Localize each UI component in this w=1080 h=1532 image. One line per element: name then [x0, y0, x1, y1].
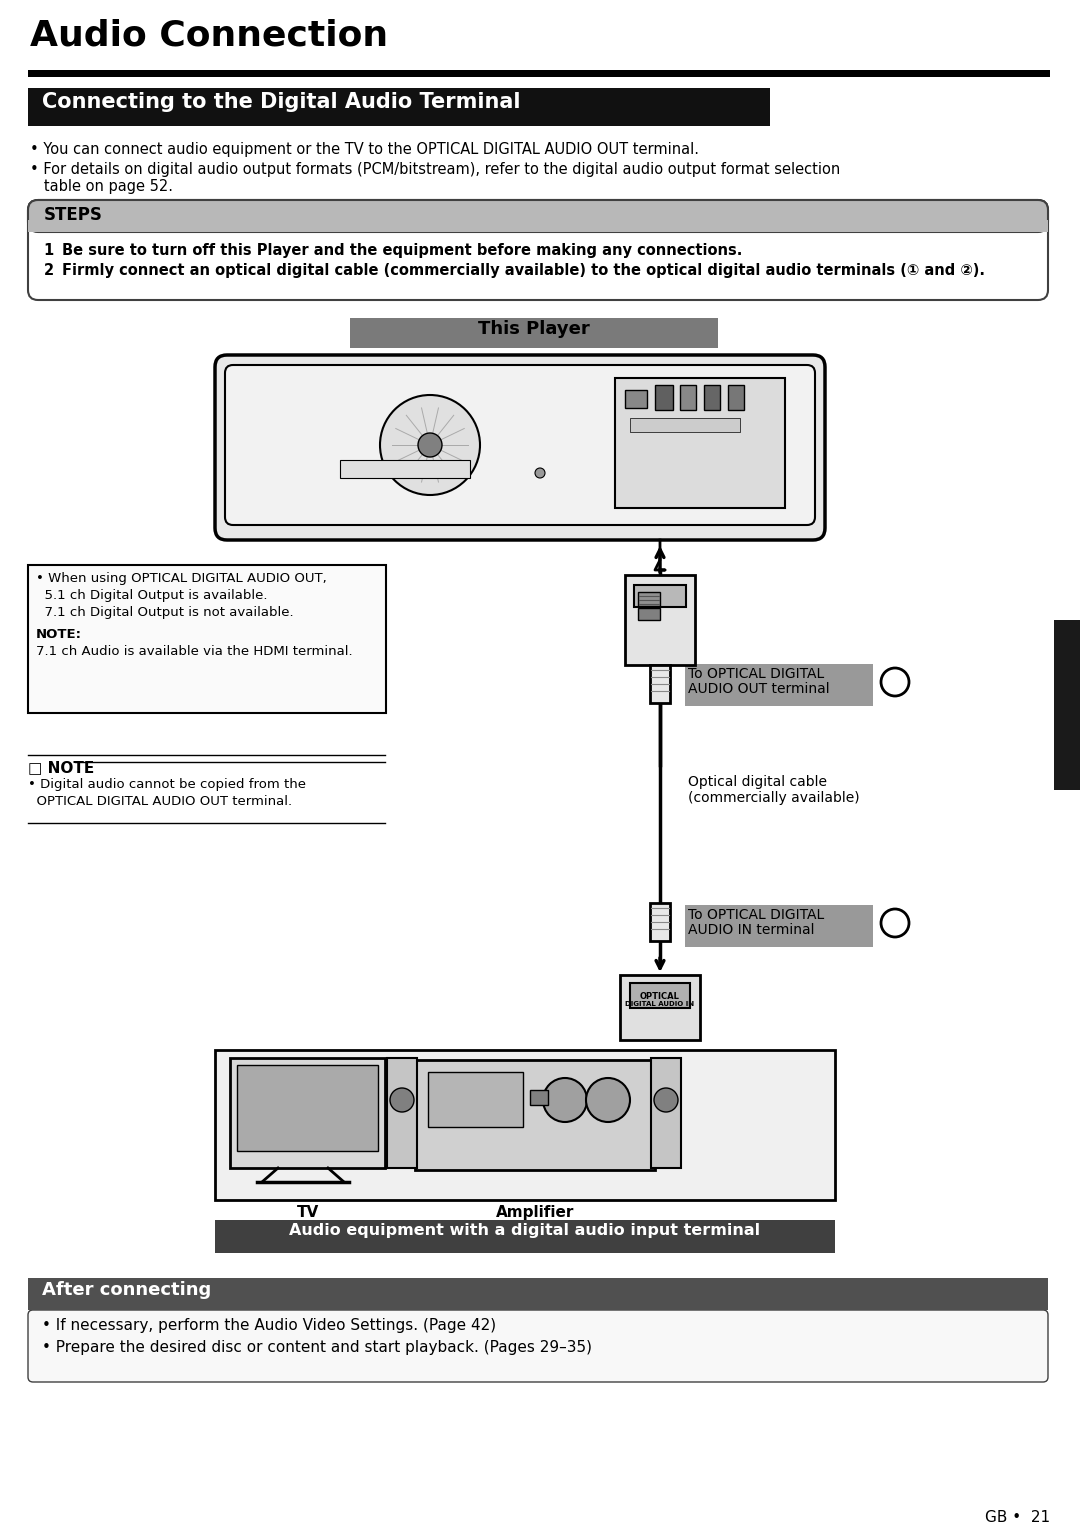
Bar	[237, 1065, 378, 1151]
FancyBboxPatch shape	[215, 355, 825, 539]
FancyBboxPatch shape	[225, 365, 815, 525]
Bar	[340, 460, 470, 478]
Bar	[428, 1072, 523, 1128]
Circle shape	[535, 467, 545, 478]
Circle shape	[586, 1079, 630, 1121]
Text: 7.1 ch Audio is available via the HDMI terminal.: 7.1 ch Audio is available via the HDMI t…	[36, 645, 353, 659]
Bar	[654, 385, 673, 411]
Text: Firmly connect an optical digital cable (commercially available) to the optical : Firmly connect an optical digital cable …	[62, 264, 985, 277]
Bar	[28, 221, 1048, 231]
Bar	[638, 591, 660, 607]
FancyBboxPatch shape	[28, 201, 1048, 300]
Text: Optical digital cable: Optical digital cable	[688, 775, 827, 789]
Bar	[650, 902, 670, 941]
Text: GB •  21: GB • 21	[985, 1511, 1050, 1524]
FancyBboxPatch shape	[28, 1310, 1048, 1382]
Circle shape	[390, 1088, 414, 1112]
Text: • You can connect audio equipment or the TV to the OPTICAL DIGITAL AUDIO OUT ter: • You can connect audio equipment or the…	[30, 142, 699, 156]
Bar	[387, 1059, 417, 1167]
Text: • For details on digital audio output formats (PCM/bitstream), refer to the digi: • For details on digital audio output fo…	[30, 162, 840, 178]
Bar	[530, 1089, 548, 1105]
Text: OPTICAL DIGITAL AUDIO OUT terminal.: OPTICAL DIGITAL AUDIO OUT terminal.	[28, 795, 292, 807]
Circle shape	[418, 434, 442, 457]
Text: AUDIO OUT terminal: AUDIO OUT terminal	[688, 682, 829, 696]
Bar	[28, 70, 1050, 77]
Text: • Prepare the desired disc or content and start playback. (Pages 29–35): • Prepare the desired disc or content an…	[42, 1340, 592, 1354]
Bar	[215, 1219, 835, 1253]
Circle shape	[881, 668, 909, 696]
Bar	[615, 378, 785, 509]
Text: • When using OPTICAL DIGITAL AUDIO OUT,: • When using OPTICAL DIGITAL AUDIO OUT,	[36, 571, 327, 585]
Text: • Digital audio cannot be copied from the: • Digital audio cannot be copied from th…	[28, 778, 306, 791]
Circle shape	[881, 908, 909, 938]
Text: TV: TV	[297, 1206, 319, 1219]
Text: 2: 2	[890, 918, 901, 931]
Text: Audio Connection: Audio Connection	[30, 18, 388, 52]
Text: Connection: Connection	[1061, 653, 1074, 737]
Bar	[350, 319, 718, 348]
Text: AUDIO IN terminal: AUDIO IN terminal	[688, 922, 814, 938]
Text: After connecting: After connecting	[42, 1281, 212, 1299]
Text: 1: 1	[44, 244, 65, 257]
Text: This Player: This Player	[478, 320, 590, 339]
Bar	[28, 87, 770, 126]
Text: STEPS: STEPS	[44, 205, 103, 224]
Circle shape	[543, 1079, 588, 1121]
Bar	[638, 608, 660, 620]
Text: 1: 1	[890, 676, 901, 691]
Bar	[630, 984, 690, 1008]
Bar	[625, 574, 696, 665]
Text: DIGITAL AUDIO IN: DIGITAL AUDIO IN	[625, 1000, 694, 1007]
Bar	[415, 1060, 654, 1170]
Bar	[650, 665, 670, 703]
Bar	[215, 1049, 835, 1200]
Bar	[630, 418, 740, 432]
Text: 5.1 ch Digital Output is available.: 5.1 ch Digital Output is available.	[36, 588, 268, 602]
Circle shape	[380, 395, 480, 495]
Text: Audio equipment with a digital audio input terminal: Audio equipment with a digital audio inp…	[289, 1223, 760, 1238]
Circle shape	[654, 1088, 678, 1112]
Text: Connecting to the Digital Audio Terminal: Connecting to the Digital Audio Terminal	[42, 92, 521, 112]
Text: Amplifier: Amplifier	[496, 1206, 575, 1219]
Text: □ NOTE: □ NOTE	[28, 760, 94, 775]
Text: 2: 2	[44, 264, 65, 277]
Text: • If necessary, perform the Audio Video Settings. (Page 42): • If necessary, perform the Audio Video …	[42, 1318, 496, 1333]
Bar	[28, 1278, 1048, 1310]
Text: To OPTICAL DIGITAL: To OPTICAL DIGITAL	[688, 908, 824, 922]
Text: OPTICAL: OPTICAL	[640, 993, 680, 1000]
Text: NOTE:: NOTE:	[36, 628, 82, 640]
Text: 7.1 ch Digital Output is not available.: 7.1 ch Digital Output is not available.	[36, 607, 294, 619]
FancyBboxPatch shape	[28, 201, 1048, 231]
Text: Be sure to turn off this Player and the equipment before making any connections.: Be sure to turn off this Player and the …	[62, 244, 742, 257]
Bar	[620, 974, 700, 1040]
Bar	[728, 385, 744, 411]
Bar	[28, 565, 386, 712]
Text: (commercially available): (commercially available)	[688, 791, 860, 804]
Bar	[625, 391, 647, 408]
Bar	[1054, 620, 1080, 791]
Bar	[704, 385, 720, 411]
Bar	[685, 905, 873, 947]
Bar	[634, 585, 686, 607]
Text: To OPTICAL DIGITAL: To OPTICAL DIGITAL	[688, 666, 824, 682]
Text: table on page 52.: table on page 52.	[30, 179, 173, 195]
Bar	[685, 663, 873, 706]
Bar	[230, 1059, 384, 1167]
Bar	[680, 385, 696, 411]
Bar	[651, 1059, 681, 1167]
